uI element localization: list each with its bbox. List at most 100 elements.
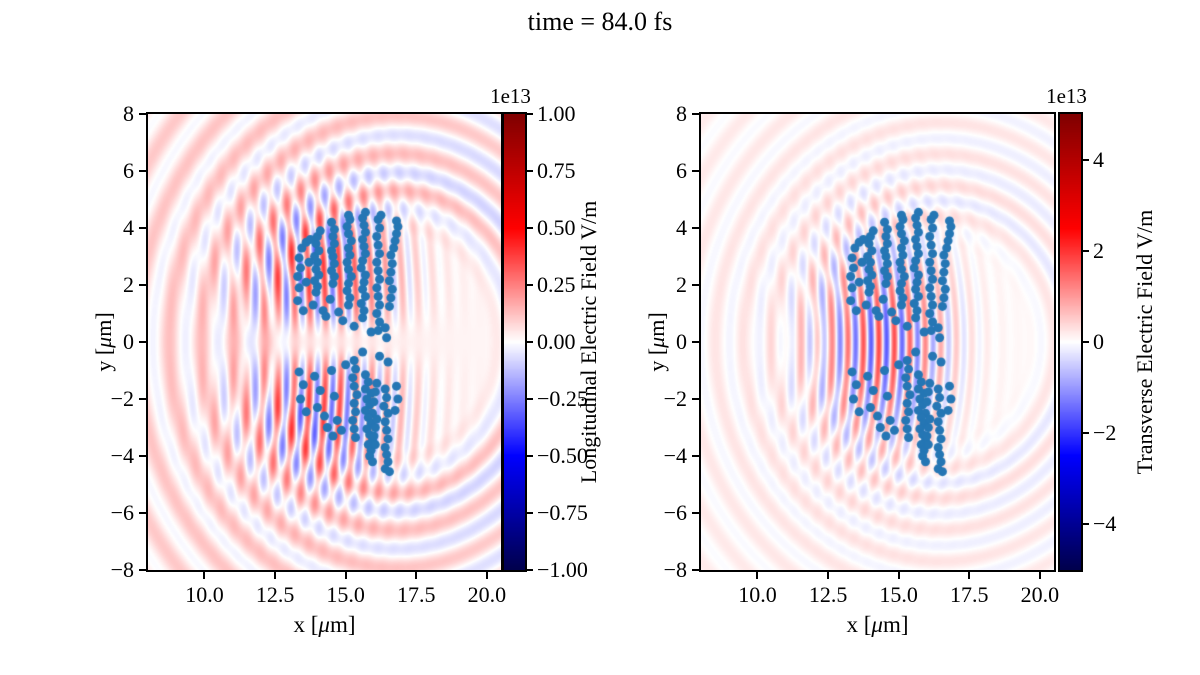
x-axis-label: x [μm] (148, 612, 501, 638)
y-tick-mark (139, 512, 146, 514)
colorbar-tick-label: −0.25 (537, 386, 588, 411)
y-axis-label-post: m] (91, 312, 116, 337)
y-tick-label: −2 (110, 386, 134, 411)
y-tick-label: −4 (110, 443, 134, 468)
y-axis-label-post: m] (644, 312, 669, 337)
colorbar-tick-mark (527, 227, 533, 229)
x-tick-mark (756, 572, 759, 579)
x-tick-label: 20.0 (1020, 582, 1060, 607)
x-axis-label-post: m] (882, 612, 909, 637)
colorbar-label: Transverse Electric Field V/m (1132, 209, 1157, 475)
y-tick-label: −6 (110, 500, 134, 525)
y-tick-mark (139, 398, 146, 400)
colorbar-tick-mark (527, 170, 533, 172)
y-tick-mark (139, 170, 146, 172)
colorbar-tick-mark (527, 455, 533, 457)
colorbar-tick-label: −1.00 (537, 557, 588, 582)
x-tick-mark (827, 572, 830, 579)
y-tick-label: −8 (663, 557, 687, 582)
y-tick-label: −4 (663, 443, 687, 468)
colorbar-tick-mark (1083, 523, 1089, 526)
y-tick-mark (139, 113, 146, 115)
y-tick-label: 0 (123, 329, 134, 354)
y-tick-label: −6 (663, 500, 687, 525)
longitudinal-field-heatmap (148, 114, 501, 570)
x-tick-label: 12.5 (808, 582, 848, 607)
colorbar-offset-text: 1e13 (490, 84, 531, 108)
y-tick-label: 2 (123, 272, 134, 297)
x-tick-label: 10.0 (738, 582, 777, 607)
y-tick-mark (692, 455, 699, 457)
transverse-field-heatmap (701, 114, 1054, 570)
y-tick-mark (139, 455, 146, 457)
colorbar-tick-mark (527, 398, 533, 400)
y-tick-label: −8 (110, 557, 134, 582)
mu-symbol: μ (644, 336, 669, 348)
x-tick-mark (968, 572, 971, 579)
x-tick-label: 20.0 (467, 582, 507, 607)
y-tick-mark (139, 227, 146, 229)
colorbar-tick-label: 0 (1093, 329, 1104, 354)
colorbar-tick-mark (527, 113, 533, 115)
colorbar-tick-label: 0.00 (537, 329, 576, 354)
x-tick-mark (1038, 572, 1041, 579)
y-tick-label: −2 (663, 386, 687, 411)
figure-title: time = 84.0 fs (527, 7, 673, 36)
y-tick-mark (692, 170, 699, 172)
y-tick-label: 4 (676, 215, 687, 240)
y-tick-mark (692, 227, 699, 229)
colorbar-tick-label: 1.00 (537, 101, 576, 126)
y-axis-label-pre: y [ (91, 347, 116, 372)
x-tick-label: 15.0 (879, 582, 918, 607)
colorbar-tick-mark (527, 341, 533, 343)
mu-symbol: μ (318, 612, 330, 637)
y-tick-label: 6 (676, 158, 687, 183)
x-tick-mark (344, 572, 347, 579)
colorbar-tick-mark (1083, 432, 1089, 435)
x-tick-mark (203, 572, 206, 579)
colorbar-tick-mark (1083, 249, 1089, 252)
x-tick-label: 10.0 (185, 582, 224, 607)
colorbar-tick-label: −0.75 (537, 500, 588, 525)
y-tick-mark (139, 284, 146, 286)
x-tick-mark (415, 572, 418, 579)
y-tick-label: 8 (676, 101, 687, 126)
x-axis-label-pre: x [ (293, 612, 319, 637)
colorbar-tick-mark (527, 512, 533, 514)
mu-symbol: μ (871, 612, 883, 637)
y-tick-mark (692, 398, 699, 400)
y-tick-mark (139, 569, 146, 571)
colorbar-tick-label: −4 (1093, 511, 1117, 537)
colorbar-tick-label: 0.75 (537, 158, 576, 183)
x-axis-label: x [μm] (701, 612, 1054, 638)
y-axis-label: y [μm] (644, 312, 670, 371)
x-tick-mark (485, 572, 488, 579)
y-tick-label: 8 (123, 101, 134, 126)
y-tick-mark (692, 341, 699, 343)
colorbar-tick-mark (1083, 158, 1089, 161)
x-tick-label: 12.5 (255, 582, 295, 607)
x-axis-label-post: m] (329, 612, 356, 637)
y-tick-label: 2 (676, 272, 687, 297)
colorbar-tick-label: −0.50 (537, 443, 588, 468)
y-tick-mark (692, 284, 699, 286)
y-tick-mark (139, 341, 146, 343)
x-tick-label: 15.0 (326, 582, 365, 607)
y-tick-mark (692, 113, 699, 115)
y-tick-mark (692, 512, 699, 514)
y-tick-mark (692, 569, 699, 571)
colorbar-offset-text: 1e13 (1046, 84, 1087, 108)
mu-symbol: μ (91, 336, 116, 348)
y-tick-label: 4 (123, 215, 134, 240)
colorbar-tick-label: 2 (1093, 237, 1104, 263)
x-tick-mark (897, 572, 900, 579)
colorbar-tick-label: −2 (1093, 420, 1117, 446)
y-tick-label: 0 (676, 329, 687, 354)
colorbar-tick-label: 0.25 (537, 272, 576, 297)
colorbar-tick-label: 4 (1093, 146, 1104, 172)
colorbar-transverse (1060, 114, 1081, 570)
x-axis-label-pre: x [ (846, 612, 872, 637)
colorbar-longitudinal (504, 114, 525, 570)
x-tick-mark (274, 572, 277, 579)
colorbar-tick-mark (1083, 341, 1089, 343)
